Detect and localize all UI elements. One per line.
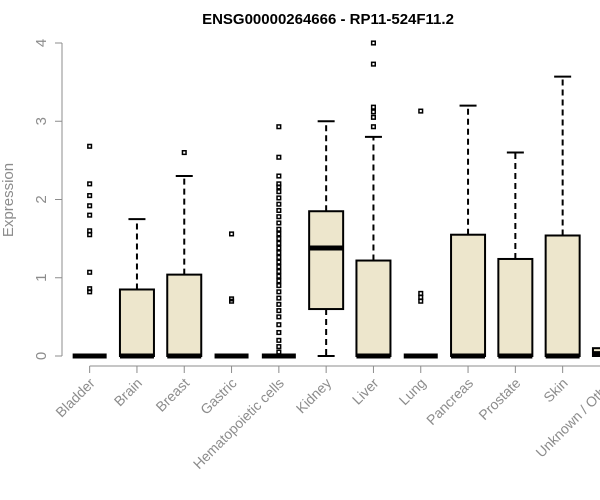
x-tick-label-9: Prostate bbox=[475, 375, 523, 423]
box-rect-10 bbox=[544, 234, 581, 357]
outlier-0-6 bbox=[87, 203, 93, 209]
x-tick-label-7: Lung bbox=[396, 375, 429, 408]
outlier-4-15 bbox=[276, 259, 282, 265]
y-axis-label: Expression bbox=[0, 163, 17, 237]
outlier-0-7 bbox=[87, 193, 93, 199]
outlier-7-0 bbox=[418, 298, 424, 304]
x-tick-label-5: Kidney bbox=[293, 375, 335, 417]
outlier-4-21 bbox=[276, 231, 282, 237]
outlier-4-20 bbox=[276, 236, 282, 242]
box-7 bbox=[403, 108, 438, 359]
outlier-4-24 bbox=[276, 214, 282, 220]
outlier-4-1 bbox=[276, 344, 282, 350]
box-1 bbox=[118, 218, 155, 359]
outlier-6-1 bbox=[370, 114, 376, 120]
outlier-4-33 bbox=[276, 124, 282, 130]
box-rect-1 bbox=[118, 288, 155, 357]
outlier-0-3 bbox=[87, 232, 93, 238]
y-tick-label-3: 3 bbox=[33, 117, 50, 125]
outlier-4-19 bbox=[276, 240, 282, 246]
outlier-6-5 bbox=[370, 40, 376, 46]
outlier-0-5 bbox=[87, 212, 93, 218]
outlier-3-2 bbox=[229, 231, 235, 237]
outlier-4-8 bbox=[276, 295, 282, 301]
box-5 bbox=[308, 120, 345, 357]
outlier-4-22 bbox=[276, 226, 282, 232]
box-3 bbox=[214, 231, 249, 359]
outlier-0-1 bbox=[87, 286, 93, 292]
y-axis: 0 1 2 3 4 bbox=[33, 39, 63, 360]
x-tick-label-0: Bladder bbox=[52, 375, 98, 421]
outlier-0-8 bbox=[87, 181, 93, 187]
box-10 bbox=[544, 75, 581, 359]
outlier-4-5 bbox=[276, 314, 282, 320]
box-rect-5 bbox=[308, 210, 345, 311]
outlier-0-9 bbox=[87, 143, 93, 149]
chart-title: ENSG00000264666 - RP11-524F11.2 bbox=[202, 11, 454, 28]
outlier-7-1 bbox=[418, 294, 424, 300]
x-tick-label-6: Liver bbox=[349, 375, 382, 408]
outlier-4-4 bbox=[276, 322, 282, 328]
y-tick-label-0: 0 bbox=[33, 352, 50, 360]
outlier-4-9 bbox=[276, 289, 282, 295]
y-tick-label-2: 2 bbox=[33, 195, 50, 203]
box-rect-2 bbox=[166, 273, 203, 357]
x-tick-label-4: Hematopoietic cells bbox=[190, 375, 287, 472]
outlier-4-3 bbox=[276, 329, 282, 336]
outlier-4-6 bbox=[276, 308, 282, 314]
outlier-2-0 bbox=[181, 150, 187, 156]
box-4 bbox=[261, 124, 296, 359]
x-tick-label-10: Skin bbox=[540, 375, 571, 406]
outlier-4-7 bbox=[276, 301, 282, 307]
outlier-4-16 bbox=[276, 254, 282, 260]
outlier-4-14 bbox=[276, 264, 282, 270]
box-0 bbox=[72, 143, 107, 359]
outlier-6-4 bbox=[370, 61, 376, 67]
outlier-6-2 bbox=[370, 109, 376, 115]
box-rect-6 bbox=[355, 259, 392, 357]
outlier-4-25 bbox=[276, 207, 282, 214]
x-tick-label-3: Gastric bbox=[197, 375, 240, 418]
outlier-4-12 bbox=[276, 273, 282, 279]
x-tick-label-1: Brain bbox=[111, 375, 145, 409]
box-rect-9 bbox=[497, 257, 534, 357]
x-tick-label-8: Pancreas bbox=[423, 375, 476, 428]
outlier-6-0 bbox=[370, 124, 376, 130]
outlier-3-1 bbox=[229, 296, 235, 302]
outlier-4-26 bbox=[276, 201, 282, 207]
outlier-4-27 bbox=[276, 195, 282, 201]
outlier-4-31 bbox=[276, 173, 282, 179]
outlier-4-18 bbox=[276, 245, 282, 251]
outlier-4-32 bbox=[276, 154, 282, 160]
box-series bbox=[72, 40, 600, 359]
outlier-6-3 bbox=[370, 104, 376, 110]
y-tick-label-4: 4 bbox=[33, 39, 50, 47]
outlier-0-2 bbox=[87, 269, 93, 275]
box-rect-8 bbox=[450, 233, 487, 357]
box-6 bbox=[355, 40, 392, 359]
x-tick-label-2: Breast bbox=[152, 375, 192, 415]
outlier-4-17 bbox=[276, 250, 282, 256]
box-11 bbox=[591, 347, 600, 357]
outlier-4-13 bbox=[276, 268, 282, 275]
outlier-4-23 bbox=[276, 220, 282, 226]
outlier-4-10 bbox=[276, 283, 282, 289]
outlier-4-28 bbox=[276, 189, 282, 195]
outlier-7-2 bbox=[418, 290, 424, 296]
y-tick-label-1: 1 bbox=[33, 274, 50, 282]
outlier-7-3 bbox=[418, 108, 424, 114]
box-8 bbox=[450, 104, 487, 359]
outlier-4-0 bbox=[276, 349, 282, 355]
outlier-0-4 bbox=[87, 228, 93, 234]
box-9 bbox=[497, 151, 534, 359]
outlier-4-30 bbox=[276, 181, 282, 187]
outlier-4-11 bbox=[276, 278, 282, 284]
box-2 bbox=[166, 150, 203, 359]
outlier-4-2 bbox=[276, 337, 282, 343]
